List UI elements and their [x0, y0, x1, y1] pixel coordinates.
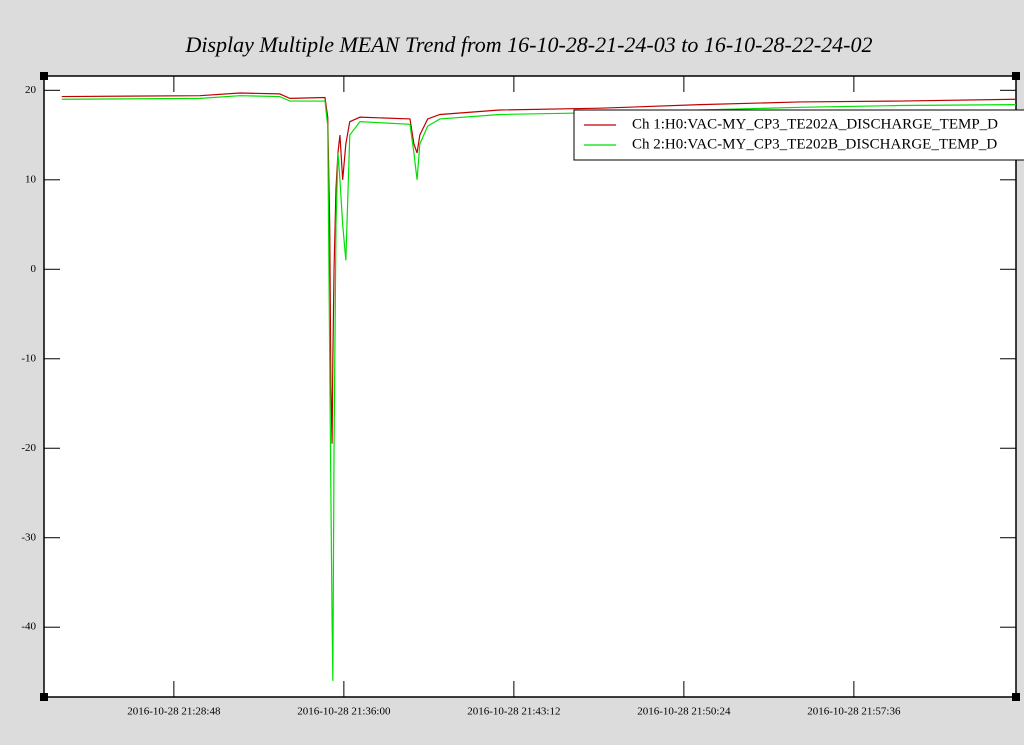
- y-tick-label: 0: [31, 263, 37, 275]
- legend-label: Ch 1:H0:VAC-MY_CP3_TE202A_DISCHARGE_TEMP…: [632, 116, 998, 132]
- x-tick-label: 2016-10-28 21:36:00: [297, 706, 391, 718]
- y-tick-label: -30: [21, 531, 36, 543]
- x-tick-label: 2016-10-28 21:50:24: [637, 706, 731, 718]
- plot-lines: [61, 92, 1016, 681]
- series-line: [61, 95, 1016, 681]
- legend: Ch 1:H0:VAC-MY_CP3_TE202A_DISCHARGE_TEMP…: [573, 109, 1024, 161]
- chart-title: Display Multiple MEAN Trend from 16-10-2…: [184, 32, 872, 57]
- legend-label: Ch 2:H0:VAC-MY_CP3_TE202B_DISCHARGE_TEMP…: [632, 136, 997, 152]
- plot-area: [43, 75, 1017, 698]
- y-tick-label: -20: [21, 442, 36, 454]
- legend-box: [573, 109, 1024, 161]
- y-tick-label: 20: [25, 84, 37, 96]
- y-tick-label: 10: [25, 173, 37, 185]
- series-line: [61, 92, 1016, 444]
- y-tick-label: -40: [21, 621, 36, 633]
- x-tick-label: 2016-10-28 21:57:36: [807, 706, 901, 718]
- corner-handles: [40, 72, 1020, 701]
- x-tick-label: 2016-10-28 21:28:48: [127, 706, 221, 718]
- x-tick-label: 2016-10-28 21:43:12: [467, 706, 560, 718]
- y-tick-label: -10: [21, 352, 36, 364]
